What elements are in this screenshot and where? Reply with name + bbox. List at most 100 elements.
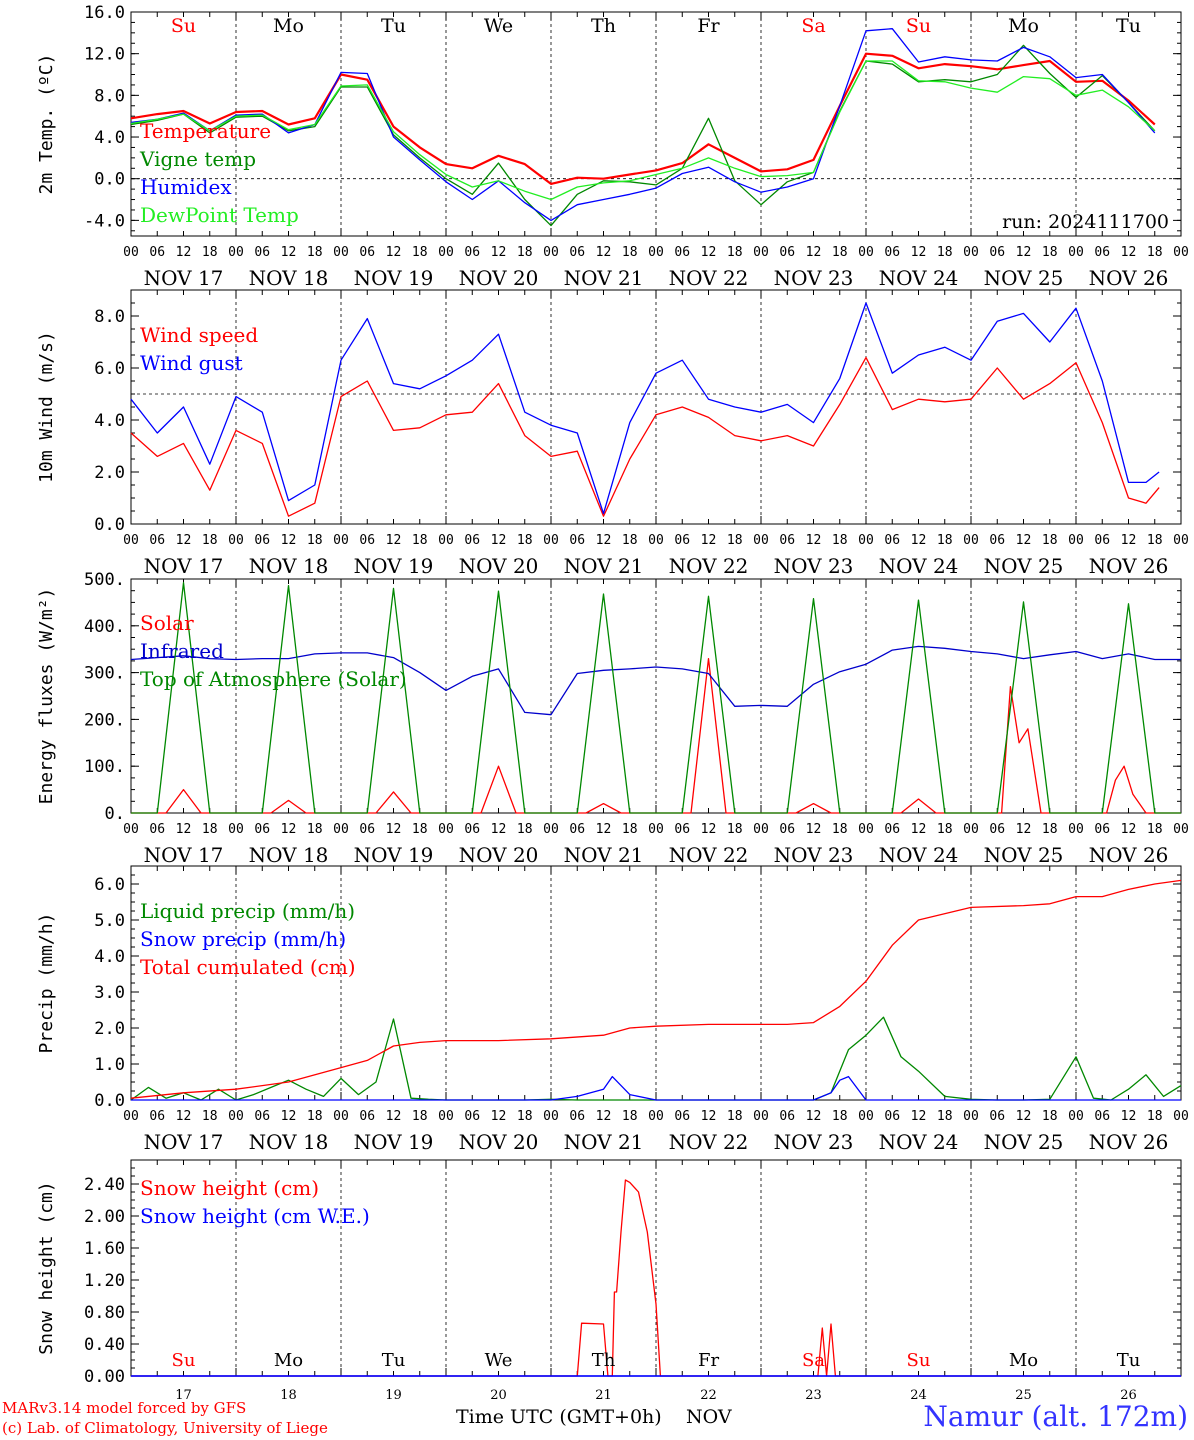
precip-hour-label: 12 xyxy=(1016,1109,1032,1124)
precip-hour-label: 12 xyxy=(1121,1109,1137,1124)
precip-hour-label: 12 xyxy=(281,1109,297,1124)
precip-hour-label: 12 xyxy=(701,1109,717,1124)
wind-hour-label: 06 xyxy=(569,533,585,548)
precip-hour-label: 00 xyxy=(753,1109,769,1124)
temp-series-line xyxy=(130,28,1156,222)
wind-hour-label: 06 xyxy=(884,533,900,548)
precip-hour-label: 00 xyxy=(333,1109,349,1124)
flux-hour-label: 18 xyxy=(307,822,323,837)
temp-hour-label: 06 xyxy=(254,245,270,260)
wind-hour-label: 00 xyxy=(123,533,139,548)
precip-series-line xyxy=(131,1075,1181,1101)
temp-panel xyxy=(130,11,1182,237)
wind-hour-label: 00 xyxy=(1068,533,1084,548)
temp-hour-label: 00 xyxy=(123,245,139,260)
wind-hour-label: 06 xyxy=(1094,533,1110,548)
temp-hour-label: 18 xyxy=(517,245,533,260)
precip-hour-label: 06 xyxy=(674,1109,690,1124)
precip-series-line xyxy=(130,879,1182,1099)
temp-hour-label: 18 xyxy=(307,245,323,260)
flux-hour-label: 12 xyxy=(491,822,507,837)
temp-hour-label: 12 xyxy=(491,245,507,260)
wind-hour-label: 00 xyxy=(438,533,454,548)
temp-hour-label: 00 xyxy=(963,245,979,260)
precip-y-tick-label: 0.0 xyxy=(94,1091,125,1111)
precip-hour-label: 06 xyxy=(884,1109,900,1124)
temp-hour-label: 18 xyxy=(202,245,218,260)
model-credit: MARv3.14 model forced by GFS xyxy=(2,1399,247,1417)
temp-series-line xyxy=(130,44,1156,227)
wind-date-label: NOV 23 xyxy=(774,554,854,578)
snow-y-tick-label: 1.60 xyxy=(84,1239,125,1259)
precip-hour-label: 06 xyxy=(149,1109,165,1124)
flux-hour-label: 18 xyxy=(517,822,533,837)
flux-date-label: NOV 22 xyxy=(669,843,749,867)
snow-legend-entry: Snow height (cm W.E.) xyxy=(140,1204,370,1228)
precip-hour-label: 12 xyxy=(806,1109,822,1124)
weekday-label: Tu xyxy=(1117,1350,1141,1371)
temp-y-tick-label: 12.0 xyxy=(84,45,125,65)
flux-hour-label: 00 xyxy=(333,822,349,837)
day-number-label: 21 xyxy=(595,1388,612,1403)
wind-y-axis-label: 10m Wind (m/s) xyxy=(36,331,57,483)
temp-hour-label: 00 xyxy=(753,245,769,260)
temp-hour-label: 12 xyxy=(596,245,612,260)
day-number-label: 22 xyxy=(700,1388,717,1403)
precip-hour-label: 06 xyxy=(254,1109,270,1124)
wind-hour-label: 06 xyxy=(149,533,165,548)
wind-legend-entry: Wind gust xyxy=(140,351,243,375)
precip-hour-label: 06 xyxy=(464,1109,480,1124)
flux-hour-label: 00 xyxy=(123,822,139,837)
day-number-label: 19 xyxy=(385,1388,402,1403)
temp-hour-label: 12 xyxy=(911,245,927,260)
wind-date-label: NOV 18 xyxy=(249,554,329,578)
precip-hour-label: 00 xyxy=(543,1109,559,1124)
flux-hour-label: 00 xyxy=(438,822,454,837)
wind-hour-label: 12 xyxy=(911,533,927,548)
temp-hour-label: 12 xyxy=(701,245,717,260)
precip-hour-label: 06 xyxy=(569,1109,585,1124)
day-number-label: 17 xyxy=(175,1388,192,1403)
temp-hour-label: 18 xyxy=(1042,245,1058,260)
temp-date-label: NOV 25 xyxy=(984,266,1064,290)
wind-series-line xyxy=(130,356,1160,517)
temp-hour-label: 18 xyxy=(727,245,743,260)
month-label: NOV xyxy=(686,1406,732,1428)
wind-hour-label: 06 xyxy=(779,533,795,548)
location-label: Namur (alt. 172m) xyxy=(923,1400,1188,1433)
snow-y-tick-label: 0.80 xyxy=(84,1303,125,1323)
day-number-label: 25 xyxy=(1015,1388,1032,1403)
flux-hour-label: 18 xyxy=(832,822,848,837)
flux-legend-entry: Solar xyxy=(140,611,194,635)
flux-date-label: NOV 17 xyxy=(144,843,224,867)
flux-hour-label: 06 xyxy=(569,822,585,837)
weekday-label: Th xyxy=(592,1350,616,1371)
temp-y-tick-label: 16.0 xyxy=(84,3,125,23)
wind-hour-label: 12 xyxy=(491,533,507,548)
precip-hour-label: 18 xyxy=(622,1109,638,1124)
precip-date-label: NOV 23 xyxy=(774,1130,854,1154)
wind-date-label: NOV 20 xyxy=(459,554,539,578)
temp-y-axis-label: 2m Temp. (ºC) xyxy=(36,54,57,195)
temp-hour-label: 06 xyxy=(569,245,585,260)
flux-hour-label: 12 xyxy=(596,822,612,837)
precip-y-axis-label: Precip (mm/h) xyxy=(36,913,57,1054)
precip-y-tick-label: 3.0 xyxy=(94,983,125,1003)
temp-y-tick-label: 8.0 xyxy=(94,86,125,106)
flux-hour-label: 18 xyxy=(727,822,743,837)
precip-hour-label: 00 xyxy=(648,1109,664,1124)
flux-hour-label: 06 xyxy=(359,822,375,837)
wind-hour-label: 18 xyxy=(202,533,218,548)
wind-hour-label: 06 xyxy=(254,533,270,548)
weekday-label: Su xyxy=(172,1350,196,1371)
wind-legend-entry: Wind speed xyxy=(140,323,258,347)
weekday-label: Mo xyxy=(273,15,304,37)
precip-y-tick-label: 1.0 xyxy=(94,1055,125,1075)
flux-legend-entry: Top of Atmosphere (Solar) xyxy=(140,667,407,691)
precip-hour-label: 06 xyxy=(779,1109,795,1124)
precip-hour-label: 18 xyxy=(937,1109,953,1124)
precip-hour-label: 12 xyxy=(911,1109,927,1124)
flux-hour-label: 00 xyxy=(753,822,769,837)
wind-hour-label: 18 xyxy=(727,533,743,548)
flux-hour-label: 12 xyxy=(806,822,822,837)
